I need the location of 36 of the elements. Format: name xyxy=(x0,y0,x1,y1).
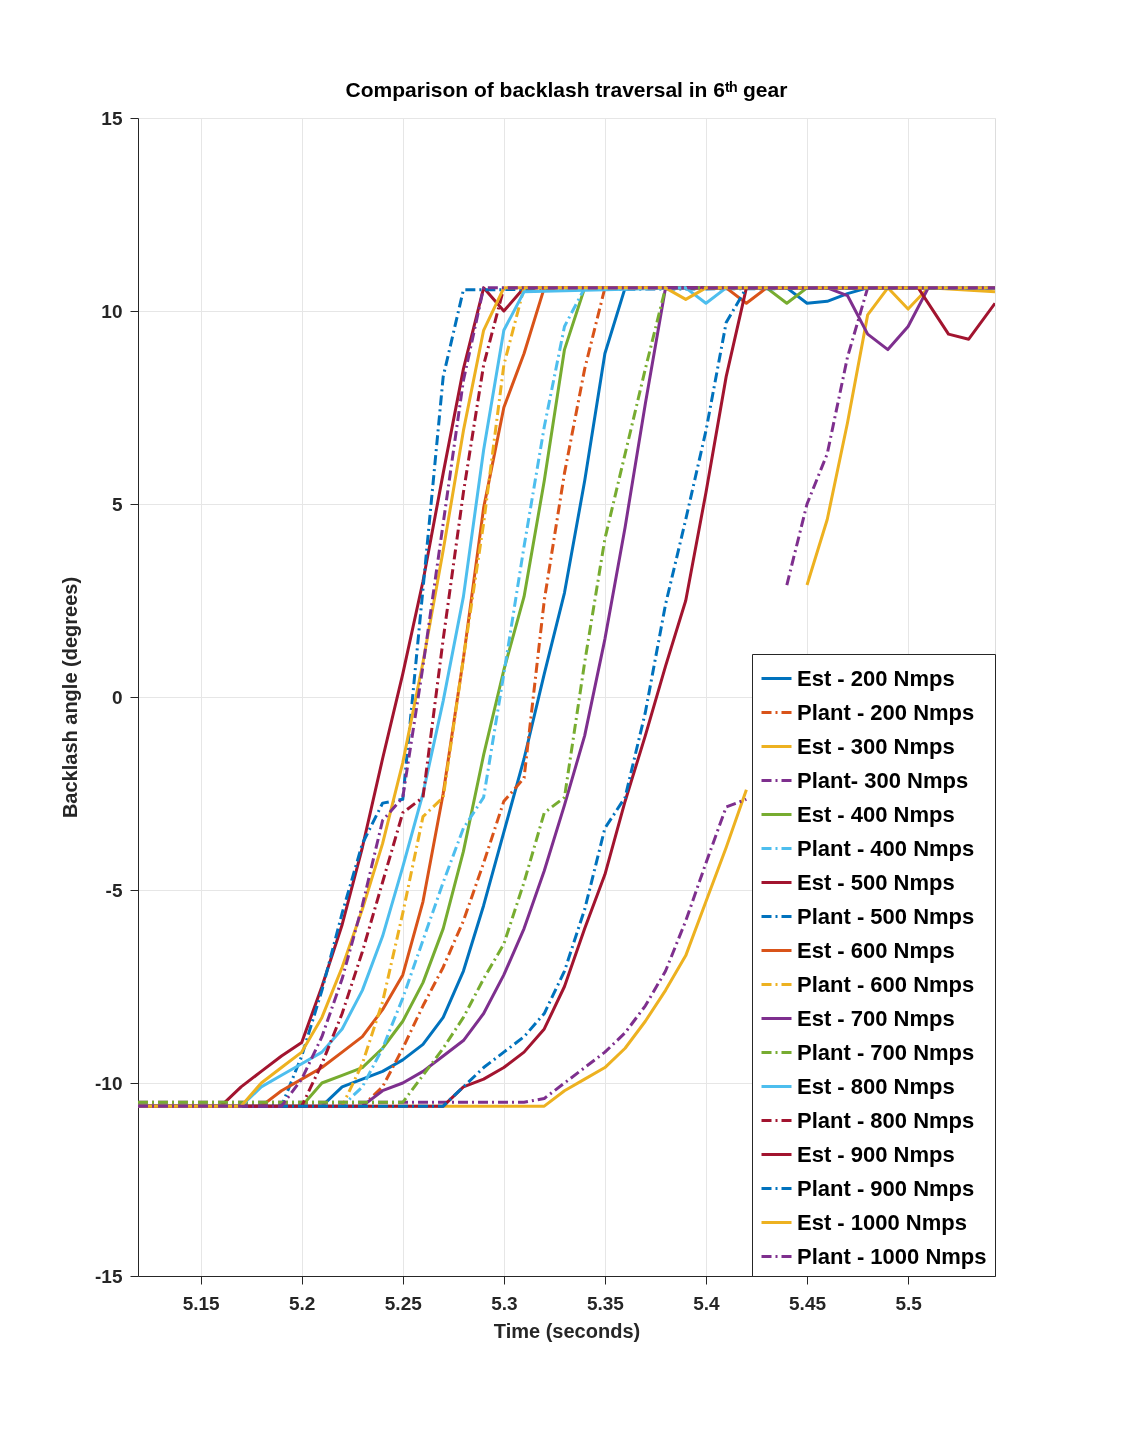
legend-label: Est - 400 Nmps xyxy=(797,801,955,827)
y-tick-label: 10 xyxy=(101,300,123,322)
legend-label: Est - 300 Nmps xyxy=(797,733,955,759)
y-tick-label: -15 xyxy=(95,1265,123,1287)
legend-label: Est - 1000 Nmps xyxy=(797,1209,967,1235)
legend-label: Plant- 300 Nmps xyxy=(797,767,969,793)
legend-label: Est - 200 Nmps xyxy=(797,665,955,691)
x-tick-label: 5.25 xyxy=(384,1292,423,1314)
legend-label: Plant - 200 Nmps xyxy=(797,699,975,725)
chart-title: Comparison of backlash traversal in 6ᵗʰ gear xyxy=(345,78,788,101)
y-tick-label: -10 xyxy=(95,1072,123,1094)
x-tick-label: 5.15 xyxy=(182,1292,221,1314)
legend-label: Plant - 600 Nmps xyxy=(797,971,975,997)
legend-label: Est - 500 Nmps xyxy=(797,869,955,895)
legend-label: Plant - 500 Nmps xyxy=(797,903,975,929)
y-tick-label: -5 xyxy=(105,879,123,901)
y-tick-label: 15 xyxy=(101,107,123,129)
legend-label: Plant - 1000 Nmps xyxy=(797,1243,987,1269)
legend-label: Est - 700 Nmps xyxy=(797,1005,955,1031)
x-tick-label: 5.45 xyxy=(789,1292,827,1314)
y-tick-label: 5 xyxy=(111,493,123,515)
legend-label: Est - 600 Nmps xyxy=(797,937,955,963)
legend-label: Est - 800 Nmps xyxy=(797,1073,955,1099)
x-axis-title: Time (seconds) xyxy=(493,1319,641,1342)
y-axis-title: Backlash angle (degrees) xyxy=(59,576,82,819)
x-tick-label: 5.5 xyxy=(895,1292,923,1314)
legend-label: Plant - 800 Nmps xyxy=(797,1107,975,1133)
x-tick-label: 5.35 xyxy=(586,1292,625,1314)
legend-label: Plant - 700 Nmps xyxy=(797,1039,975,1065)
x-tick-label: 5.3 xyxy=(491,1292,518,1314)
legend-label: Plant - 900 Nmps xyxy=(797,1175,975,1201)
legend-label: Plant - 400 Nmps xyxy=(797,835,975,861)
x-tick-label: 5.4 xyxy=(693,1292,721,1314)
y-tick-label: 0 xyxy=(111,686,123,708)
x-tick-label: 5.2 xyxy=(289,1292,316,1314)
legend-label: Est - 900 Nmps xyxy=(797,1141,955,1167)
